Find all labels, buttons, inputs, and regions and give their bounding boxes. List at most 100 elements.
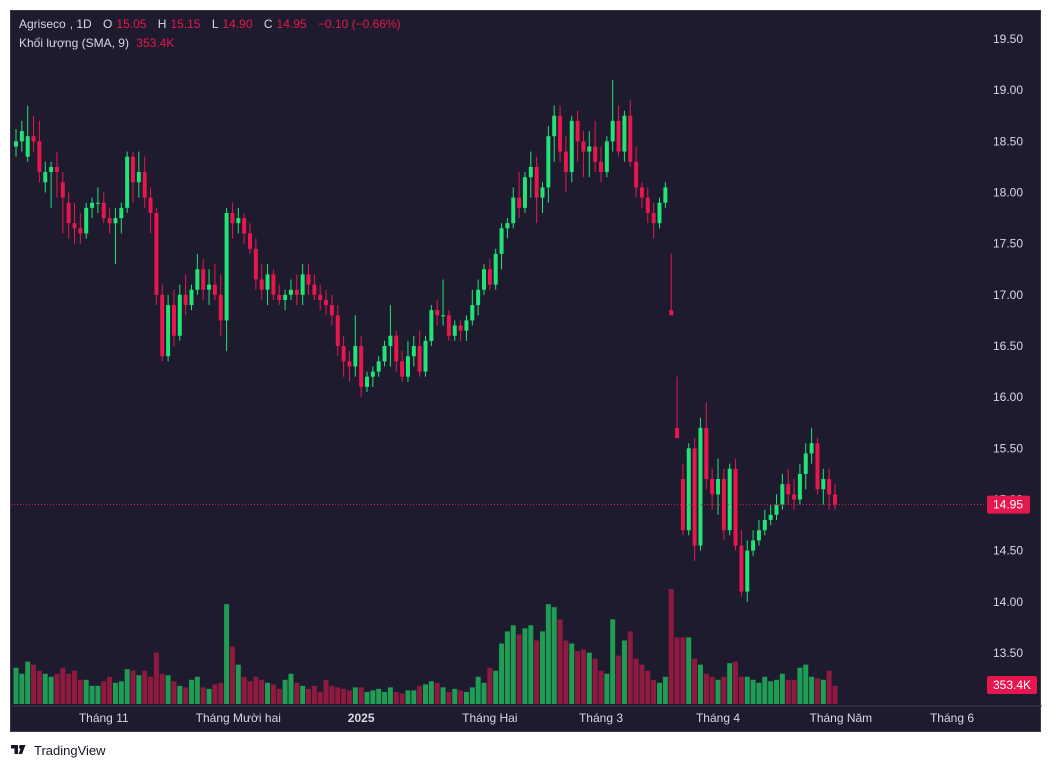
time-tick-label: Tháng Hai — [462, 711, 517, 725]
volume-bar — [738, 676, 744, 704]
last-price-overlay: 14.95 353.4K — [11, 495, 1037, 694]
candle-body — [803, 453, 808, 474]
candle-body — [359, 346, 364, 387]
legend-symbol[interactable]: Agriseco, 1D — [19, 17, 92, 31]
volume-legend-label[interactable]: Khối lượng (SMA, 9) — [19, 36, 129, 50]
volume-bar — [580, 649, 586, 704]
candle-body — [113, 218, 118, 224]
last-volume-badge — [987, 676, 1037, 694]
candle-body — [441, 315, 446, 317]
volume-bar — [522, 628, 528, 704]
candle-body — [95, 202, 100, 204]
candle-body — [756, 530, 761, 541]
candle-body — [552, 115, 557, 137]
volume-bar — [540, 631, 545, 704]
volume-bar — [399, 693, 405, 704]
volume-bar — [762, 676, 768, 704]
time-axis[interactable]: Tháng 11 Tháng Mười hai 2025 Tháng Hai Tháng… — [11, 705, 1042, 725]
volume-bar — [200, 687, 206, 704]
volume-bar — [259, 679, 265, 704]
volume-bar — [423, 684, 428, 704]
volume-bar — [54, 673, 60, 704]
candle-body — [833, 494, 837, 505]
candle-body — [248, 233, 252, 249]
candle-body — [72, 223, 77, 229]
volume-bar — [493, 670, 499, 704]
volume-bar — [768, 681, 774, 704]
volume-bar — [212, 684, 218, 704]
volume-bar — [668, 589, 674, 704]
legend-change: −0.10 (−0.66%) — [317, 17, 401, 31]
candle-body — [160, 294, 165, 357]
price-tick-label: 18.50 — [993, 134, 1023, 148]
candle-body — [318, 294, 323, 300]
volume-bar — [253, 676, 259, 704]
candle-body — [107, 218, 112, 224]
candle-body — [774, 504, 779, 515]
candle-body — [154, 212, 159, 295]
volume-bar — [405, 690, 411, 704]
candle-body — [19, 131, 24, 142]
volume-bar — [89, 685, 95, 704]
volume-bar — [563, 640, 569, 704]
candle-body — [230, 212, 235, 224]
candle-body — [429, 310, 434, 341]
volume-legend-value: 353.4K — [136, 36, 175, 50]
volume-bar — [534, 640, 540, 704]
volume-bar — [434, 682, 440, 704]
candle-body — [575, 120, 580, 142]
candle-body — [37, 141, 42, 173]
branding-footer[interactable]: TradingView — [10, 740, 106, 760]
volume-bar — [142, 670, 148, 704]
volume-bar — [680, 637, 686, 704]
candle-body — [136, 172, 141, 183]
candle-body — [335, 315, 340, 346]
volume-bar — [692, 658, 698, 704]
legend-low: L 14.90 — [211, 17, 253, 31]
candle-body — [745, 550, 750, 592]
volume-bar — [19, 673, 25, 704]
volume-bar — [452, 688, 458, 704]
volume-bar — [194, 676, 200, 704]
volume-bar — [639, 664, 645, 704]
candle-body — [417, 346, 422, 372]
volume-bar — [674, 637, 680, 704]
candle-body — [435, 310, 440, 316]
time-tick-label: 2025 — [348, 711, 375, 725]
volume-bar — [487, 667, 493, 704]
price-axis[interactable]: 19.50 19.00 18.50 18.00 17.50 17.00 16.50 16.00… — [993, 32, 1023, 660]
candle-body — [710, 479, 715, 495]
candle-body — [522, 177, 527, 208]
candle-body — [31, 136, 36, 142]
price-tick-label: 18.00 — [993, 186, 1023, 200]
price-candles — [14, 79, 837, 602]
volume-bar — [107, 676, 113, 704]
candle-body — [405, 356, 410, 377]
candle-body — [663, 187, 668, 203]
volume-bar — [411, 690, 417, 704]
candlestick-chart[interactable]: 19.50 19.00 18.50 18.00 17.50 17.00 16.50 16.00… — [11, 11, 1042, 733]
volume-bar — [72, 670, 77, 704]
last-volume-label: 353.4K — [993, 678, 1031, 692]
volume-bar — [25, 661, 31, 704]
brand-name: TradingView — [34, 742, 106, 758]
chart-frame: 19.50 19.00 18.50 18.00 17.50 17.00 16.50 16.00… — [10, 10, 1042, 733]
candle-body — [792, 494, 797, 500]
volume-bar — [697, 664, 703, 704]
volume-bar — [569, 643, 575, 704]
candle-body — [341, 346, 346, 362]
volume-bar — [627, 631, 633, 704]
volume-bar — [159, 673, 165, 704]
candle-body — [581, 141, 586, 152]
candle-body — [651, 212, 656, 224]
candle-body — [505, 223, 510, 229]
candle-body — [411, 346, 416, 357]
volume-bar — [376, 688, 382, 704]
candle-body — [54, 166, 59, 173]
volume-bar — [803, 664, 809, 704]
volume-bar — [224, 604, 230, 704]
price-tick-label: 19.00 — [993, 83, 1023, 97]
volume-bar — [311, 685, 317, 704]
candle-body — [353, 346, 358, 367]
volume-bar — [604, 673, 610, 704]
